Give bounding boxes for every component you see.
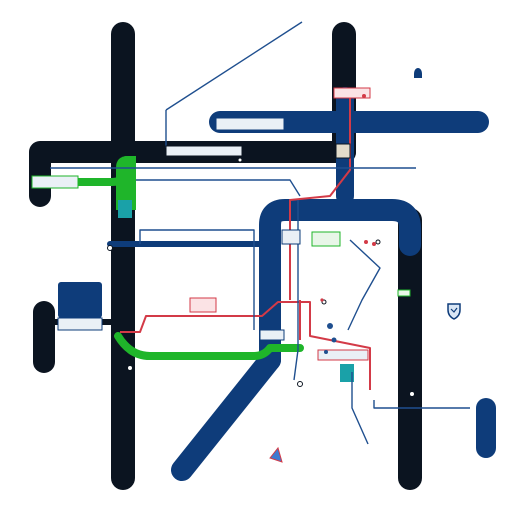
station-label-east-small[interactable] bbox=[397, 289, 411, 297]
small-blue-marks bbox=[324, 323, 337, 354]
thin-line-east[interactable] bbox=[347, 239, 381, 331]
dark-line-north-horizontal[interactable] bbox=[29, 141, 356, 207]
station-label-north[interactable] bbox=[215, 117, 285, 131]
station-label-central[interactable] bbox=[189, 297, 217, 313]
red-mark bbox=[364, 240, 368, 244]
thin-line-south-drop[interactable] bbox=[351, 372, 369, 445]
red-mark bbox=[320, 298, 324, 302]
station-label-loop-a[interactable] bbox=[281, 229, 301, 245]
station-dot[interactable] bbox=[297, 381, 303, 387]
station-dot[interactable] bbox=[237, 157, 243, 163]
station-dot-group bbox=[107, 157, 415, 397]
thin-blue-line-group bbox=[50, 21, 470, 445]
station-dot[interactable] bbox=[409, 391, 415, 397]
station-label-crossing[interactable] bbox=[165, 145, 243, 157]
thin-line-diagonal-north[interactable] bbox=[165, 21, 303, 111]
green-line-group bbox=[32, 156, 354, 382]
station-label-south-a[interactable] bbox=[259, 329, 285, 341]
green-line-blob[interactable] bbox=[116, 156, 136, 210]
blue-mark bbox=[331, 337, 337, 343]
station-label-west[interactable] bbox=[31, 175, 79, 189]
station-dot[interactable] bbox=[127, 365, 133, 371]
teal-accent-block bbox=[118, 200, 132, 218]
station-label-group bbox=[31, 87, 411, 361]
station-label-west-b[interactable] bbox=[57, 317, 103, 331]
thin-line-southeast[interactable] bbox=[373, 400, 470, 409]
teal-accent-block-south bbox=[340, 364, 354, 382]
station-label-loop-b[interactable] bbox=[311, 231, 341, 247]
red-line-main[interactable] bbox=[120, 301, 371, 390]
blue-mark bbox=[327, 323, 333, 329]
blue-mark bbox=[324, 350, 328, 354]
thin-line-central[interactable] bbox=[293, 200, 299, 381]
red-mark bbox=[362, 94, 366, 98]
location-pin-icon[interactable] bbox=[414, 68, 422, 78]
station-dot[interactable] bbox=[107, 245, 113, 251]
shield-icon[interactable] bbox=[447, 303, 461, 320]
station-label-east-top[interactable] bbox=[333, 87, 371, 99]
station-label-east-mid[interactable] bbox=[335, 143, 351, 159]
blue-line-diagonal-southwest[interactable] bbox=[171, 349, 281, 481]
small-red-marks bbox=[320, 94, 376, 302]
thin-line-cross-b[interactable] bbox=[136, 179, 301, 197]
green-line-south[interactable] bbox=[114, 332, 304, 360]
blue-line-loop[interactable] bbox=[259, 199, 421, 371]
thin-line-box-west[interactable] bbox=[139, 229, 255, 330]
blue-station-block-west[interactable] bbox=[58, 282, 102, 318]
marker-icon[interactable] bbox=[269, 446, 283, 463]
station-label-south-b[interactable] bbox=[317, 349, 369, 361]
station-dot[interactable] bbox=[375, 239, 381, 245]
red-mark bbox=[372, 242, 376, 246]
